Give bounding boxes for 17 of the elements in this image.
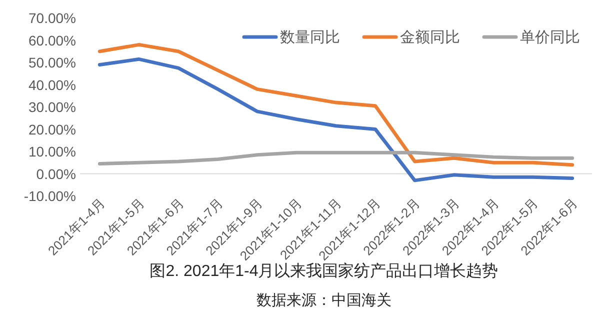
y-tick-label: 0.00% bbox=[36, 166, 76, 182]
y-tick-label: 20.00% bbox=[28, 121, 76, 138]
source-note: 数据来源：中国海关 bbox=[256, 292, 392, 309]
y-tick-label: 50.00% bbox=[28, 54, 76, 70]
legend-label: 数量同比 bbox=[280, 29, 340, 46]
y-tick-label: 40.00% bbox=[28, 76, 76, 93]
line-series bbox=[98, 57, 574, 182]
legend-label: 单价同比 bbox=[520, 29, 580, 46]
y-tick-label: 10.00% bbox=[28, 144, 76, 160]
y-tick-label: 70.00% bbox=[28, 10, 76, 26]
y-tick-label: -10.00% bbox=[24, 188, 76, 204]
y-tick-label: 60.00% bbox=[28, 32, 76, 48]
y-tick-label: 30.00% bbox=[28, 99, 76, 115]
line-series bbox=[98, 150, 574, 166]
text: 图2. 2021年1-4月以来我国家纺产品出口增长趋势 bbox=[150, 262, 498, 280]
line-series bbox=[98, 42, 574, 167]
legend-label: 金额同比 bbox=[400, 29, 460, 46]
